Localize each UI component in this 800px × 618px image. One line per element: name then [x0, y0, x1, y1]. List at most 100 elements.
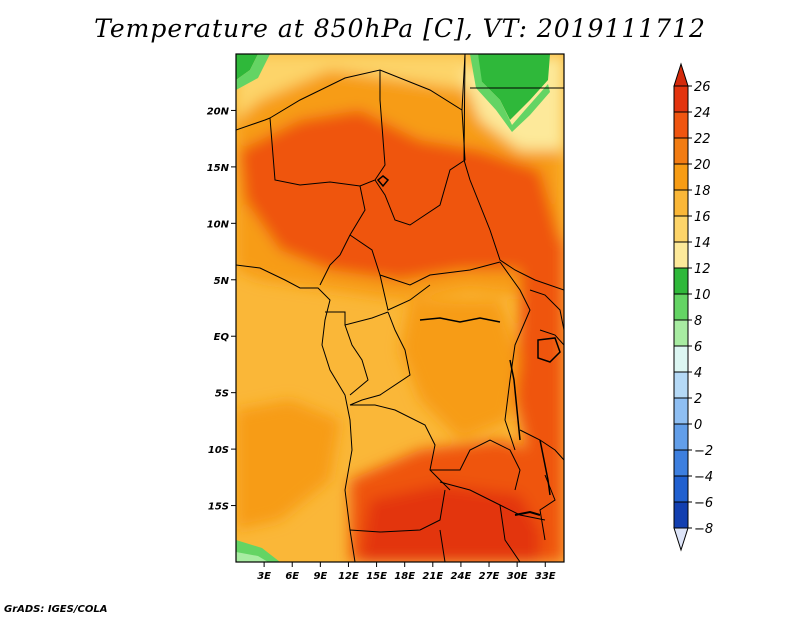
- colorbar-segment: [673, 475, 689, 503]
- field-sw-8: [236, 552, 268, 562]
- country-borders: [236, 54, 564, 562]
- colorbar-segment: [673, 397, 689, 425]
- colorbar-label: 24: [694, 106, 711, 121]
- lat-tick-label: 15N: [207, 163, 230, 174]
- lon-tick-label: 21E: [422, 571, 443, 582]
- border-car-south: [379, 274, 431, 311]
- field-west-22: [236, 400, 340, 530]
- lat-tick-label: 20N: [207, 106, 230, 117]
- field-nw-12: [236, 54, 258, 80]
- border-uganda-kenya: [539, 329, 564, 346]
- colorbar-label: 6: [694, 340, 702, 355]
- lon-tick-label: 3E: [257, 571, 271, 582]
- colorbar-label: 2: [694, 392, 702, 407]
- lake-tanganyika: [509, 359, 521, 441]
- field-congo-22: [400, 300, 520, 440]
- colorbar-top-triangle: [673, 62, 689, 87]
- colorbar-label: 16: [694, 210, 711, 225]
- lon-tick-label: 9E: [313, 571, 327, 582]
- colorbar-label: 8: [694, 314, 702, 329]
- border-tanzania: [519, 429, 564, 461]
- lat-tick-label: 5N: [214, 276, 230, 287]
- field-ne-10: [470, 54, 550, 132]
- border-east-lakes: [529, 289, 564, 331]
- colorbar-segment: [673, 241, 689, 269]
- border-drc-zambia: [430, 439, 521, 491]
- colorbar-label: 22: [694, 132, 711, 147]
- colorbar-segment: [673, 163, 689, 191]
- border-angola: [350, 404, 451, 491]
- lon-tick-label: 27E: [479, 571, 500, 582]
- lat-tick-label: 5S: [215, 389, 229, 400]
- lon-tick-label: 15E: [366, 571, 387, 582]
- colorbar-segment: [673, 423, 689, 451]
- field-nw-10: [236, 54, 270, 90]
- field-south-26: [360, 485, 540, 562]
- border-zimbabwe: [499, 504, 521, 562]
- colorbar-label: 20: [694, 158, 711, 173]
- map-frame: [235, 53, 565, 563]
- lat-tick-label: EQ: [214, 332, 230, 343]
- grads-credit: GrADS: IGES/COLA: [4, 604, 108, 615]
- temperature-field: [236, 54, 564, 562]
- lon-tick-label: 6E: [285, 571, 299, 582]
- colorbar-label: −4: [694, 470, 713, 485]
- colorbar-segment: [673, 85, 689, 113]
- border-drc-east: [499, 261, 531, 451]
- border-mozambique: [539, 474, 556, 541]
- border-mali-niger: [236, 117, 271, 131]
- colorbar-segment: [673, 449, 689, 477]
- colorbar-label: 0: [694, 418, 702, 433]
- field-ne-12: [478, 54, 550, 120]
- colorbar-label: −6: [694, 496, 713, 511]
- colorbar-segment: [673, 267, 689, 295]
- colorbar-segment: [673, 319, 689, 347]
- colorbar-label: 18: [694, 184, 711, 199]
- border-gabon-congo: [344, 324, 369, 396]
- border-congo-drc: [349, 311, 411, 406]
- latitude-axis: 20N 15N 10N 5N EQ 5S 10S 15S: [207, 106, 236, 513]
- border-sudan: [463, 54, 564, 291]
- lake-victoria: [537, 337, 561, 363]
- colorbar-segment: [673, 189, 689, 217]
- coastline-west: [236, 264, 356, 562]
- lon-tick-label: 18E: [394, 571, 415, 582]
- lon-tick-label: 30E: [507, 571, 528, 582]
- river-congo: [419, 317, 501, 323]
- colorbar-segment: [673, 111, 689, 139]
- colorbar-label: −2: [694, 444, 713, 459]
- lon-tick-label: 33E: [535, 571, 556, 582]
- colorbar-label: −8: [694, 522, 713, 537]
- longitude-axis: 3E 6E 9E 12E 15E 18E 21E 24E 27E 30E 33E: [257, 562, 556, 582]
- lake-kariba: [514, 510, 541, 516]
- lake-chad: [376, 175, 390, 188]
- field-east-24: [515, 240, 564, 470]
- field-north-24: [240, 110, 560, 280]
- colorbar-label: 10: [694, 288, 711, 303]
- map-title: Temperature at 850hPa [C], VT: 201911171…: [94, 14, 706, 43]
- border-botswana: [439, 529, 446, 562]
- lake-malawi: [539, 439, 551, 496]
- lat-tick-label: 10N: [207, 219, 230, 230]
- colorbar-label: 14: [694, 236, 711, 251]
- colorbar-segment: [673, 137, 689, 165]
- colorbar-segment: [673, 501, 689, 529]
- colorbar-label: 26: [694, 80, 711, 95]
- colorbar-label: 4: [694, 366, 702, 381]
- border-chad: [374, 109, 466, 226]
- colorbar-segment: [673, 215, 689, 243]
- lon-tick-label: 12E: [338, 571, 359, 582]
- colorbar-segment: [673, 293, 689, 321]
- border-namibia: [349, 489, 446, 533]
- lat-tick-label: 15S: [208, 502, 229, 513]
- colorbar-label: 12: [694, 262, 711, 277]
- border-nigeria-cameroon: [319, 185, 366, 286]
- border-car: [349, 234, 501, 286]
- field-north-18: [236, 54, 470, 120]
- lon-tick-label: 24E: [451, 571, 472, 582]
- colorbar-bottom-triangle: [673, 527, 689, 552]
- lat-tick-label: 10S: [208, 445, 229, 456]
- colorbar-segment: [673, 345, 689, 373]
